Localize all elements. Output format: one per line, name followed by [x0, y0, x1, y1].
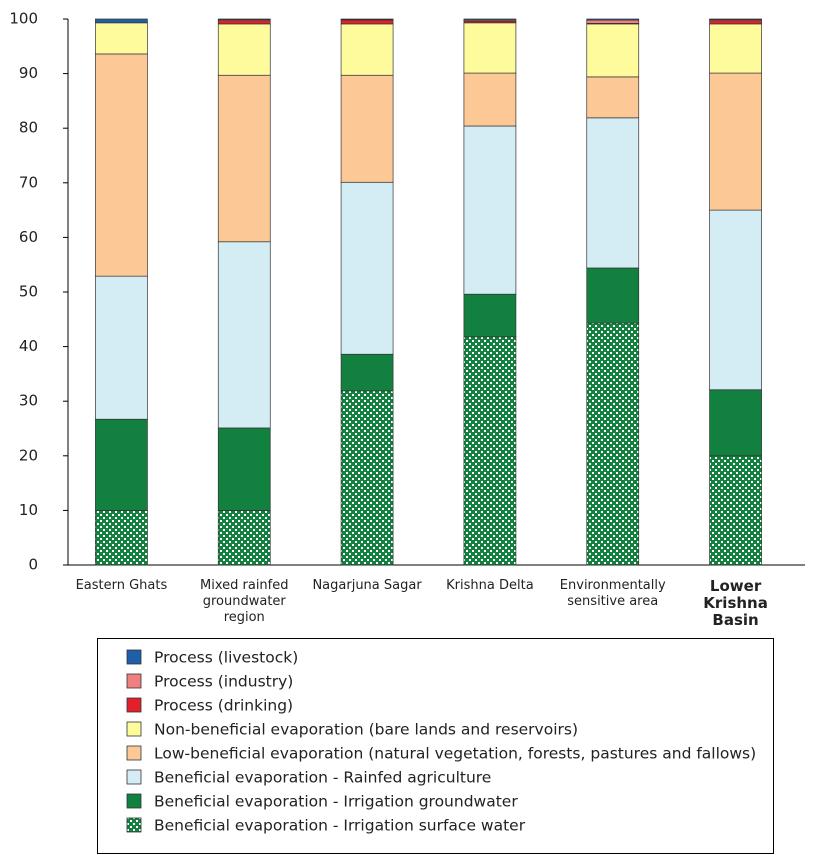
- bar-segment: [709, 455, 762, 566]
- bar-segment: [340, 353, 394, 392]
- bar-segment: [95, 510, 148, 566]
- bar-segment: [709, 18, 762, 20]
- bar-segment: [340, 19, 394, 25]
- bar-segment: [217, 510, 271, 566]
- legend-swatch: [126, 769, 142, 785]
- y-tick-label: 60: [19, 228, 38, 246]
- bar-segment: [340, 74, 394, 183]
- legend-label: Process (drinking): [154, 697, 293, 715]
- legend-swatch: [126, 793, 142, 809]
- bar-segment: [217, 20, 271, 25]
- legend-label: Beneficial evaporation - Rainfed agricul…: [154, 769, 491, 787]
- bar-segment: [586, 19, 640, 24]
- legend-swatch: [126, 673, 142, 689]
- bar-segment: [463, 22, 517, 74]
- legend-label: Beneficial evaporation - Irrigation surf…: [154, 817, 526, 835]
- bar-segment: [586, 322, 640, 566]
- bar-segment: [217, 241, 271, 429]
- bar-segment: [340, 181, 394, 355]
- x-tick-label: Environmentally sensitive area: [559, 578, 666, 609]
- bar-segment: [709, 23, 762, 74]
- legend-label: Beneficial evaporation - Irrigation grou…: [154, 793, 518, 811]
- x-tick-label: Eastern Ghats: [75, 578, 168, 593]
- bar-segment: [95, 53, 148, 277]
- y-tick-label: 80: [19, 119, 38, 137]
- y-tick-label: 50: [19, 283, 38, 301]
- x-tick-label: Mixed rainfed groundwater region: [200, 578, 289, 625]
- bar-segment: [217, 23, 271, 76]
- legend-label: Non-beneficial evaporation (bare lands a…: [154, 721, 578, 739]
- bar-segment: [463, 336, 517, 566]
- y-tick-label: 40: [19, 337, 38, 355]
- bar-segment: [586, 267, 640, 324]
- bar-segment: [340, 18, 394, 20]
- legend-label: Low-beneficial evaporation (natural vege…: [154, 745, 756, 763]
- y-tick-label: 70: [19, 173, 38, 191]
- legend-label: Process (industry): [154, 673, 293, 691]
- bar-segment: [95, 418, 148, 511]
- bar-segment: [217, 18, 271, 20]
- bar-segment: [95, 18, 148, 24]
- bar-segment: [463, 293, 517, 338]
- legend-swatch: [126, 649, 142, 665]
- bar-segment: [340, 390, 394, 566]
- y-tick-label: 30: [19, 392, 38, 410]
- bar-segment: [95, 22, 148, 55]
- bar-segment: [463, 72, 517, 127]
- bar-segment: [709, 389, 762, 457]
- y-tick-label: 10: [19, 501, 38, 519]
- y-tick-label: 90: [19, 64, 38, 82]
- bar-segment: [463, 18, 517, 21]
- bar-segment: [709, 20, 762, 25]
- y-tick-label: 0: [28, 556, 38, 574]
- legend-label: Process (livestock): [154, 649, 298, 667]
- bar-segment: [463, 125, 517, 295]
- x-tick-label: Nagarjuna Sagar: [312, 578, 422, 593]
- legend-swatch: [126, 817, 142, 833]
- legend-swatch: [126, 721, 142, 737]
- legend-swatch: [126, 697, 142, 713]
- bar-segment: [709, 72, 762, 211]
- legend-swatch: [126, 745, 142, 761]
- bar-segment: [586, 76, 640, 119]
- legend-box: [97, 638, 774, 854]
- bar-segment: [709, 209, 762, 391]
- bar-segment: [586, 23, 640, 78]
- bar-segment: [340, 23, 394, 76]
- bar-segment: [95, 275, 148, 420]
- x-tick-label: Krishna Delta: [446, 578, 534, 593]
- bar-segment: [217, 427, 271, 511]
- y-tick-label: 100: [9, 10, 38, 28]
- x-tick-label: Lower Krishna Basin: [703, 577, 768, 629]
- bar-segment: [217, 74, 271, 243]
- bar-segment: [586, 117, 640, 269]
- y-tick-label: 20: [19, 446, 38, 464]
- bar-segment: [586, 18, 640, 21]
